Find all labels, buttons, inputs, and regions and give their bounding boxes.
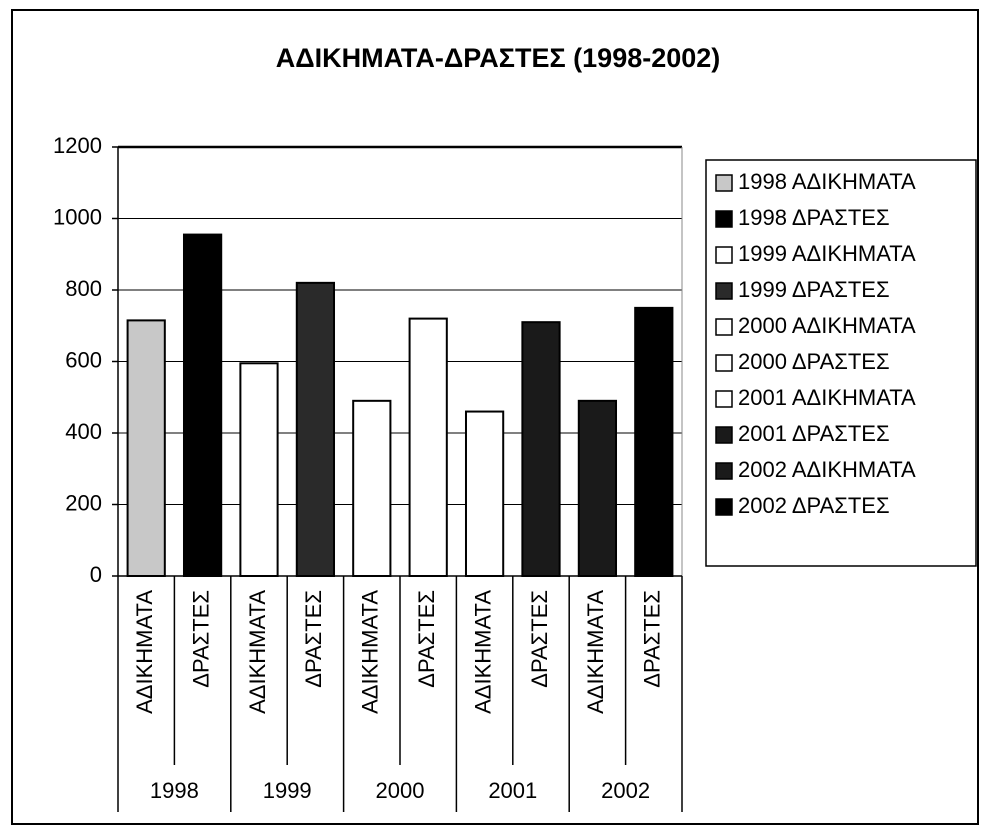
legend-swatch	[715, 462, 733, 480]
legend-label: 1999 ΔΡΑΣΤΕΣ	[738, 277, 890, 302]
x-tick-label: ΑΔΙΚΗΜΑΤΑ	[132, 590, 157, 714]
legend-swatch	[715, 354, 733, 372]
legend-swatch	[715, 318, 733, 336]
legend-label: 2000 ΔΡΑΣΤΕΣ	[738, 349, 890, 374]
bar	[577, 399, 618, 578]
y-tick-label: 600	[65, 347, 102, 372]
bar	[634, 306, 674, 577]
legend-swatch	[715, 390, 733, 408]
x-tick-label: ΔΡΑΣΤΕΣ	[527, 590, 552, 688]
y-tick-label: 400	[65, 419, 102, 444]
group-label: 2000	[376, 778, 425, 803]
bar	[239, 362, 279, 577]
legend-swatch	[715, 498, 733, 516]
x-tick-label: ΔΡΑΣΤΕΣ	[301, 590, 326, 688]
legend-swatch	[715, 210, 733, 228]
y-tick-label: 1000	[53, 204, 102, 229]
x-tick-label: ΔΡΑΣΤΕΣ	[414, 590, 439, 688]
x-tick-label: ΑΔΙΚΗΜΑΤΑ	[583, 590, 608, 714]
y-tick-label: 800	[65, 276, 102, 301]
bar	[295, 281, 336, 577]
legend-label: 2001 ΑΔΙΚΗΜΑΤΑ	[738, 385, 916, 410]
legend-label: 2002 ΔΡΑΣΤΕΣ	[738, 493, 890, 518]
bar	[126, 319, 166, 578]
legend-label: 1998 ΑΔΙΚΗΜΑΤΑ	[738, 169, 916, 194]
legend-label: 2002 ΑΔΙΚΗΜΑΤΑ	[738, 457, 916, 482]
legend-label: 2000 ΑΔΙΚΗΜΑΤΑ	[738, 313, 916, 338]
bar	[182, 233, 223, 577]
x-tick-label: ΑΔΙΚΗΜΑΤΑ	[245, 590, 270, 714]
legend-swatch	[715, 174, 733, 192]
x-tick-label: ΑΔΙΚΗΜΑΤΑ	[470, 590, 495, 714]
legend-label: 2001 ΔΡΑΣΤΕΣ	[738, 421, 890, 446]
bar	[521, 321, 561, 577]
chart-title: ΑΔΙΚΗΜΑΤΑ-ΔΡΑΣΤΕΣ (1998-2002)	[276, 43, 721, 73]
x-tick-label: ΔΡΑΣΤΕΣ	[188, 590, 213, 688]
group-label: 2001	[488, 778, 537, 803]
x-tick-label: ΔΡΑΣΤΕΣ	[640, 590, 665, 688]
group-label: 1998	[150, 778, 199, 803]
y-tick-label: 1200	[53, 133, 102, 158]
bar	[408, 317, 448, 577]
group-label: 2002	[601, 778, 650, 803]
legend-label: 1998 ΔΡΑΣΤΕΣ	[738, 205, 890, 230]
group-label: 1999	[263, 778, 312, 803]
legend-swatch	[715, 282, 733, 300]
legend-label: 1999 ΑΔΙΚΗΜΑΤΑ	[738, 241, 916, 266]
y-tick-label: 200	[65, 490, 102, 515]
bar	[352, 399, 392, 578]
x-tick-label: ΑΔΙΚΗΜΑΤΑ	[358, 590, 383, 714]
legend-box	[705, 159, 977, 567]
y-tick-label: 0	[90, 562, 102, 587]
legend-swatch	[715, 246, 733, 264]
legend-swatch	[715, 426, 733, 444]
bar	[464, 410, 505, 577]
